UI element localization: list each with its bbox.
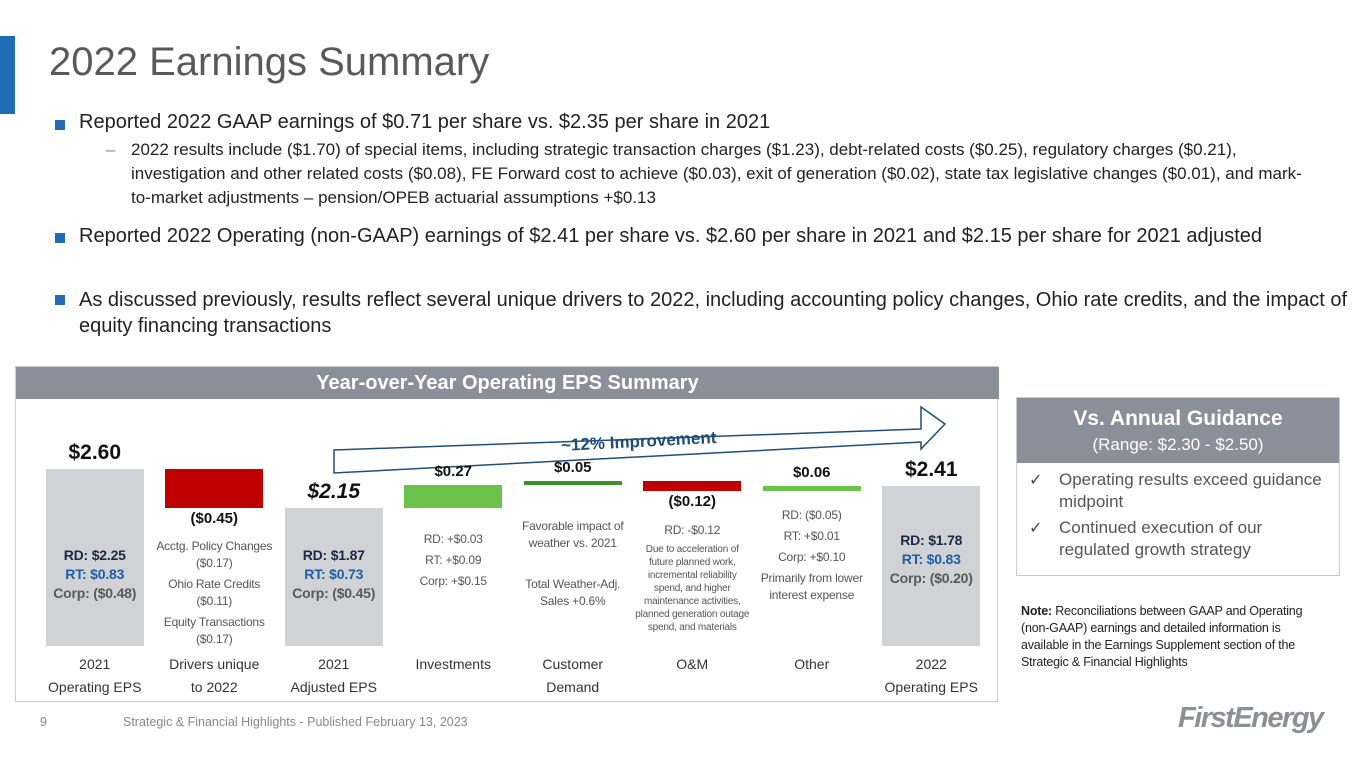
x-tick-label: O&M [676,656,709,672]
note-line: RT: $0.83 [65,566,125,582]
guidance-title: Vs. Annual Guidance [1073,407,1283,430]
note-line: Acctg. Policy Changes ($0.17) [156,539,273,570]
bullet: Reported 2022 GAAP earnings of $0.71 per… [79,111,771,133]
value-label: ($0.45) [190,510,239,528]
note-label: Note: [1021,604,1052,618]
note-text: Reconciliations between GAAP and Operati… [1021,604,1303,669]
note-line: Favorable impact of weather vs. 2021 [521,519,624,550]
value-label: $0.27 [434,462,473,480]
note-block: RD: $2.25 RT: $0.83 Corp: ($0.48) [40,546,150,603]
value-label: ($0.12) [668,492,717,510]
note-line: Corp: +$0.10 [778,550,846,564]
note-line: RT: $0.83 [901,551,961,567]
bar [404,484,503,509]
value-label: $2.60 [68,441,122,465]
note-block: RD: ($0.05) RT: +$0.01 Corp: +$0.10 Primari… [754,507,870,604]
logo: FirstEnergy [1178,702,1324,734]
note-line: RD: $1.78 [900,532,963,548]
bar [284,508,383,646]
bar [643,480,742,491]
bar [165,469,264,509]
x-tick-label: 2022 Operating EPS [884,656,978,695]
value-label: $2.15 [307,480,361,504]
slide-title: 2022 Earnings Summary [49,40,490,84]
check-mark: ✓ [1029,520,1043,537]
x-tick-label: Investments [415,656,491,672]
sub-bullet: 2022 results include ($1.70) of special … [131,140,1302,207]
note-line: Corp: ($0.45) [292,585,376,601]
note-line: RT: +$0.01 [783,529,840,543]
bullet: As discussed previously, results reflect… [79,289,1348,337]
value-label: $2.41 [904,457,958,481]
annotation-layer: ~12% Improvement [333,405,947,474]
accent-bar [0,36,15,114]
note-line: Primarily from lower interest expense [760,571,863,602]
guidance-item: Operating results exceed guidance midpoi… [1059,470,1322,511]
guidance-box: Vs. Annual Guidance (Range: $2.30 - $2.5… [1016,397,1340,576]
bullet-marker [55,233,65,243]
value-label: $0.05 [553,458,592,476]
note-block: Favorable impact of weather vs. 2021 Tota… [515,518,631,610]
check-mark: ✓ [1029,472,1043,489]
note-line: RD: -$0.12 [664,523,721,537]
note-line: RT: $0.73 [304,566,364,582]
x-tick-label: 2021 Operating EPS [48,656,142,695]
bar [45,469,144,646]
bar [523,480,622,485]
note-line: Ohio Rate Credits ($0.11) [168,577,261,608]
note-line: Due to acceleration of future planned wo… [635,544,750,633]
note-block: RD: $1.78 RT: $0.83 Corp: ($0.20) [876,531,986,588]
note-line: Corp: ($0.48) [53,585,137,601]
note-line: Total Weather-Adj. Sales +0.6% [525,577,621,608]
improvement-arrow [333,405,947,474]
note-block: RD: $1.87 RT: $0.73 Corp: ($0.45) [279,546,389,603]
guidance-item: Continued execution of our regulated gro… [1059,518,1263,559]
x-tick-label: Other [794,656,830,672]
note-block: Acctg. Policy Changes ($0.17) Ohio Rate C… [156,538,272,648]
bullet-marker [55,120,65,130]
bullet-marker [55,295,65,305]
note-line: Corp: +$0.15 [419,574,488,588]
guidance-header: Vs. Annual Guidance (Range: $2.30 - $2.5… [1017,398,1339,463]
bar [762,485,861,491]
page-number: 9 [40,715,47,729]
chart-title: Year-over-Year Operating EPS Summary [16,367,999,399]
bullet: Reported 2022 Operating (non-GAAP) earni… [79,225,1262,247]
note-line: RT: +$0.09 [425,553,482,567]
note-block: RD: -$0.12 Due to acceleration of future … [634,522,750,634]
guidance-subtitle: (Range: $2.30 - $2.50) [1092,435,1264,454]
note-line: RD: $1.87 [302,547,365,563]
footer-text: Strategic & Financial Highlights - Publi… [123,715,468,729]
x-tick-label: Drivers unique to 2022 [169,656,260,695]
note-line: RD: +$0.03 [423,532,483,546]
bar [882,485,981,646]
note-line: Equity Transactions ($0.17) [163,615,265,646]
note-block: RD: +$0.03 RT: +$0.09 Corp: +$0.15 [395,531,511,590]
value-label: $0.06 [792,463,831,481]
note-line: RD: $2.25 [63,547,126,563]
note: Note: Reconciliations between GAAP and O… [1021,603,1326,671]
chart: Year-over-Year Operating EPS Summary ~12… [15,366,999,702]
note-line: Corp: ($0.20) [889,570,973,586]
x-tick-label: Customer Demand [542,656,604,695]
note-line: RD: ($0.05) [781,508,842,522]
sub-bullet-marker: – [106,140,116,159]
x-tick-label: 2021 Adjusted EPS [290,656,377,695]
